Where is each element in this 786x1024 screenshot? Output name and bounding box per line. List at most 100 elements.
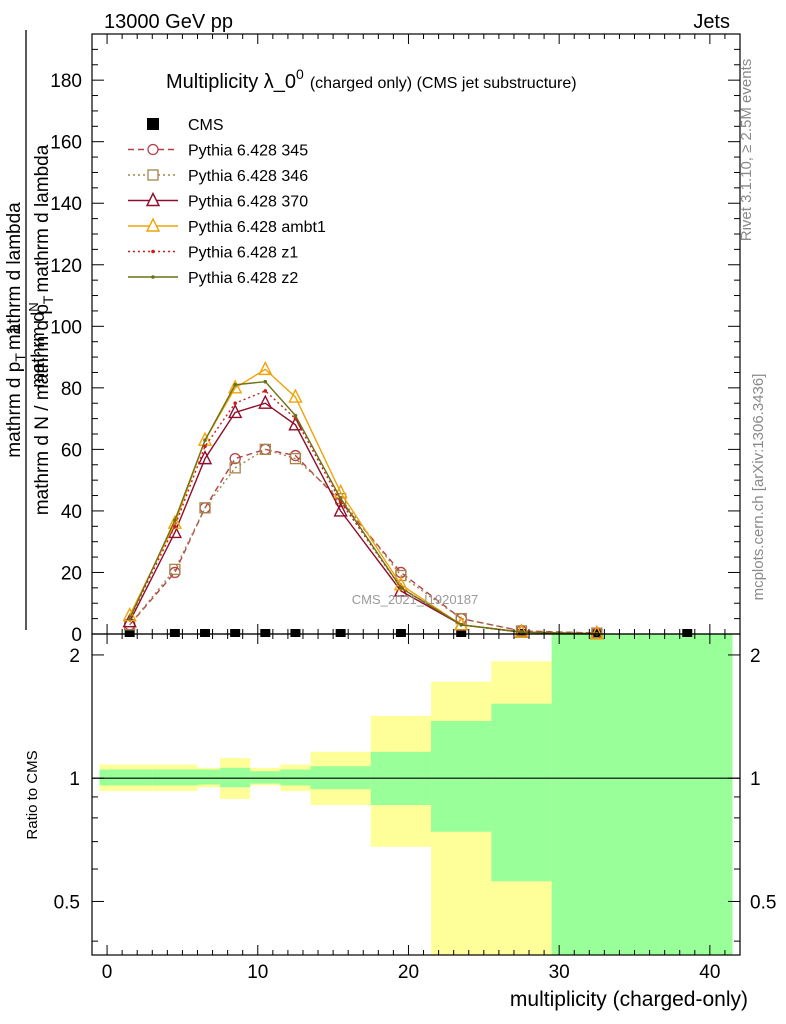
series-0-point-2 — [200, 629, 211, 637]
series-layer — [122, 360, 693, 640]
legend: CMS Pythia 6.428 345 Pythia 6.428 346 Pythi… — [128, 117, 326, 287]
series-6-point-8 — [459, 622, 464, 627]
y-axis-label: mathrm dN — [26, 302, 48, 387]
series-3-point-3 — [228, 403, 243, 419]
legend-entry-3-marker — [145, 191, 161, 207]
series-5-point-2 — [203, 444, 207, 449]
series-6-point-6 — [338, 496, 343, 501]
series-6-point-2 — [203, 438, 207, 442]
series-5-point-4 — [263, 389, 268, 393]
series-2-point-3 — [229, 462, 241, 474]
series-6-point-9 — [519, 630, 524, 634]
y-tick-label: 100 — [50, 317, 82, 338]
y-tick-label: 160 — [50, 133, 82, 154]
series-0-point-8 — [456, 629, 467, 637]
series-2-point-2 — [199, 502, 211, 514]
series-4-point-3 — [228, 379, 243, 394]
ratio-y-tick-label-right: 1 — [750, 769, 761, 790]
series-3-point-2 — [197, 450, 213, 465]
legend-entry-0-label: CMS — [188, 117, 224, 134]
series-6-point-4 — [263, 379, 268, 384]
legend-entry-4-marker — [145, 217, 161, 232]
ratio-green-band-5 — [280, 769, 311, 786]
series-3-point-6 — [333, 502, 348, 517]
series-4-point-10 — [589, 625, 604, 640]
y-tick-label: 80 — [61, 379, 82, 400]
mcplots-label: mcplots.cern.ch [arXiv:1306.3436] — [750, 374, 767, 601]
x-axis-label: multiplicity (charged-only) — [510, 988, 748, 1011]
series-6-point-3 — [233, 382, 237, 387]
series-6-point-5 — [293, 413, 298, 418]
x-tick-label: 40 — [699, 962, 720, 983]
y-axis-inner-top: mathrm d pTmathrm d lambda — [4, 202, 28, 458]
series-3-point-4 — [258, 394, 273, 409]
y-tick-label: 0 — [71, 625, 82, 646]
ratio-y-axis-label: Ratio to CMS — [24, 750, 41, 839]
header-left: 13000 GeV pp — [104, 11, 233, 33]
ratio-green-band-9 — [491, 703, 552, 882]
watermark: CMS_2021_I1920187 — [352, 592, 479, 607]
series-4-point-1 — [167, 514, 183, 529]
series-line-1 — [129, 448, 597, 634]
header-right: Jets — [693, 11, 730, 33]
ratio-green-band-10 — [551, 634, 733, 955]
series-1-point-3 — [229, 452, 241, 465]
series-5-point-1 — [173, 524, 177, 529]
legend-entry-3-label: Pythia 6.428 370 — [188, 194, 308, 211]
ratio-green-band-4 — [250, 771, 281, 784]
x-tick-label: 10 — [247, 962, 268, 983]
ratio-bands-layer — [92, 634, 740, 955]
legend-entry-0-marker — [147, 118, 159, 130]
series-0-point-3 — [230, 629, 241, 637]
ylabel-num-2: N — [26, 302, 41, 311]
series-0-point-0 — [124, 629, 135, 637]
x-tick-label: 20 — [398, 962, 419, 983]
ratio-y-tick-label: 1 — [69, 769, 80, 790]
series-5-point-3 — [233, 401, 237, 406]
rivet-label: Rivet 3.1.10, ≥ 2.5M events — [738, 59, 755, 242]
y-tick-label: 140 — [50, 194, 82, 215]
legend-entry-2-marker — [147, 169, 159, 181]
chart-title-rest: (charged only) (CMS jet substructure) — [310, 75, 577, 92]
series-4-point-0 — [122, 606, 137, 622]
ratio-y-tick-label: 0.5 — [54, 892, 80, 913]
series-0-point-11 — [682, 629, 693, 637]
ratio-panel-frame — [91, 633, 741, 956]
series-6-point-0 — [127, 616, 132, 621]
ratio-y-tick-label-right: 0.5 — [750, 892, 776, 913]
chart-title-sup: 0 — [296, 66, 304, 82]
ratio-green-band-2 — [197, 769, 221, 785]
ratio-green-band-8 — [431, 720, 492, 832]
ratio-green-band-0 — [99, 769, 153, 786]
y-axis-inner: mathrm d pTmathrm d lambda — [4, 202, 28, 458]
series-0-point-7 — [395, 629, 406, 637]
series-2-point-7 — [395, 569, 407, 582]
legend-entry-2-label: Pythia 6.428 346 — [188, 168, 308, 185]
x-tick-label: 0 — [102, 962, 113, 983]
series-0-point-5 — [290, 629, 301, 637]
legend-entry-1-label: Pythia 6.428 345 — [188, 143, 308, 160]
y-axis-label-num: mathrm dN — [26, 302, 48, 387]
legend-entry-5-marker — [151, 249, 155, 254]
ratio-y-tick-label-right: 2 — [750, 646, 761, 667]
series-0-point-6 — [335, 629, 346, 637]
ratio-y-tick-label: 2 — [69, 646, 80, 667]
series-6-point-7 — [399, 586, 403, 590]
ratio-green-band-3 — [220, 767, 251, 788]
series-6-point-1 — [173, 518, 177, 522]
series-2-point-5 — [289, 452, 302, 465]
series-2-point-4 — [259, 443, 271, 456]
series-0-point-1 — [169, 629, 180, 637]
y-axis-fraction-denominator: mathrm d N / mathrm d pTmathrm d lambda — [32, 144, 56, 515]
ratio-green-band-1 — [152, 769, 198, 786]
x-tick-label: 30 — [549, 962, 570, 983]
series-4-point-4 — [258, 360, 273, 376]
chart-title-main: Multiplicity λ_0 — [166, 71, 296, 93]
series-4-point-5 — [288, 388, 303, 403]
ylabel-num-1: mathrm d — [28, 312, 48, 388]
series-line-2 — [129, 448, 597, 634]
series-2-point-1 — [169, 563, 181, 576]
chart-title: Multiplicity λ_00 (charged only) (CMS jet… — [166, 66, 577, 93]
